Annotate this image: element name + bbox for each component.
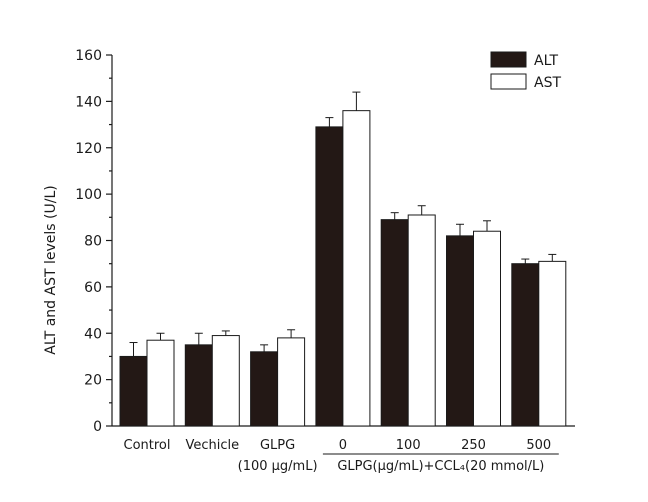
y-tick-label: 120: [75, 141, 102, 157]
y-tick-label: 20: [84, 373, 102, 389]
bar-ast: [538, 260, 567, 427]
bar-ast: [342, 110, 371, 427]
legend-label-alt: ALT: [534, 53, 558, 69]
bar-ast: [473, 230, 501, 427]
legend: ALT AST: [490, 51, 561, 91]
bar-alt: [446, 235, 474, 427]
y-tick-label: 80: [84, 234, 102, 250]
x-axis: Control Vechicle GLPG 0 100 250 500: [112, 425, 575, 453]
group-label: (100 μg/mL): [238, 459, 318, 474]
y-axis: 0 20 40 60 80 100 120 140 160: [75, 48, 113, 435]
bars: [119, 91, 567, 427]
bar-alt: [250, 351, 279, 427]
legend-swatch-ast: [490, 73, 527, 90]
bar-alt: [315, 126, 344, 427]
x-tick-label: 250: [461, 438, 486, 453]
y-tick-label: 100: [75, 187, 102, 203]
y-tick-label: 160: [75, 48, 102, 64]
bar-alt: [511, 263, 540, 427]
x-tick-label: Vechicle: [185, 438, 239, 453]
bar-alt: [184, 344, 213, 427]
bar-ast: [146, 339, 175, 427]
group-labels: (100 μg/mL) GLPG(μg/mL)+CCL₄(20 mmol/L): [238, 453, 559, 474]
x-tick-label: 100: [396, 438, 421, 453]
y-axis-label: ALT and AST levels (U/L): [43, 185, 59, 354]
x-tick-label: GLPG: [260, 438, 295, 453]
bar-ast: [407, 214, 436, 427]
legend-swatch-alt: [490, 51, 527, 68]
x-tick-label: 0: [339, 438, 347, 453]
group-label: GLPG(μg/mL)+CCL₄(20 mmol/L): [337, 459, 544, 474]
bar-alt: [119, 355, 148, 427]
y-tick-label: 60: [84, 280, 102, 296]
y-tick-label: 0: [93, 419, 102, 435]
x-tick-label: 500: [526, 438, 551, 453]
bar-ast: [211, 335, 240, 427]
y-tick-label: 40: [84, 326, 102, 342]
y-tick-label: 140: [75, 94, 102, 110]
x-tick-label: Control: [124, 438, 171, 453]
legend-label-ast: AST: [534, 75, 561, 91]
bar-alt: [380, 219, 409, 427]
bar-ast: [277, 337, 306, 427]
